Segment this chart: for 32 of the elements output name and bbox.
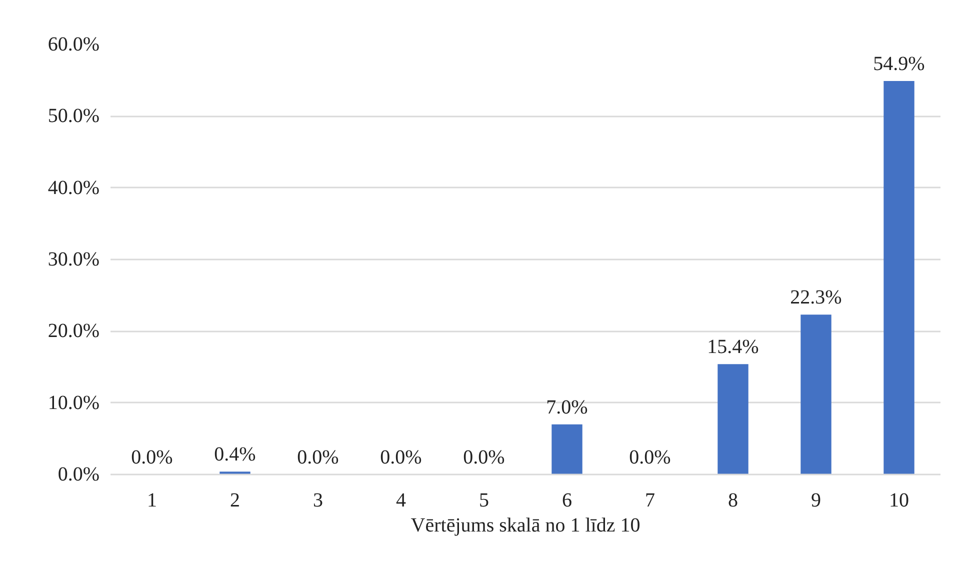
data-label: 0.0% [380, 446, 422, 468]
x-axis-title: Vērtējums skalā no 1 līdz 10 [410, 514, 640, 536]
x-tick-label: 9 [811, 490, 821, 512]
bar [800, 314, 832, 474]
x-tick-label: 5 [479, 490, 489, 512]
x-tick-label: 1 [147, 490, 157, 512]
data-label: 0.4% [214, 444, 256, 466]
data-label: 22.3% [790, 286, 842, 309]
data-label: 15.4% [707, 336, 759, 358]
y-tick-label: 0.0% [58, 464, 100, 486]
data-label: 7.0% [546, 396, 588, 418]
y-tick-label: 20.0% [48, 320, 100, 342]
x-tick-label: 4 [396, 490, 406, 512]
bar [884, 81, 914, 474]
y-tick-label: 30.0% [48, 248, 100, 270]
x-tick-label: 6 [562, 490, 572, 512]
data-label: 0.0% [629, 446, 671, 468]
x-tick-label: 3 [313, 490, 323, 512]
y-tick-label: 40.0% [48, 176, 100, 199]
y-tick-label: 50.0% [48, 105, 100, 128]
x-tick-label: 10 [889, 490, 909, 512]
data-label: 0.0% [131, 446, 173, 468]
data-label: 54.9% [873, 53, 925, 76]
bar [718, 364, 748, 474]
data-label: 0.0% [463, 446, 505, 468]
y-tick-label: 10.0% [48, 392, 100, 414]
x-tick-label: 7 [645, 490, 655, 512]
data-label: 0.0% [297, 446, 339, 468]
y-tick-label: 60.0% [48, 34, 100, 56]
bar [552, 424, 582, 474]
x-tick-label: 8 [728, 490, 738, 512]
x-tick-label: 2 [230, 490, 240, 512]
